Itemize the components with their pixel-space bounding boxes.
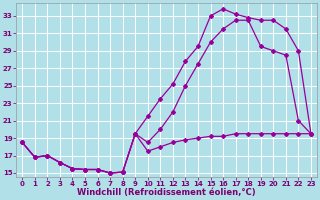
X-axis label: Windchill (Refroidissement éolien,°C): Windchill (Refroidissement éolien,°C) [77,188,256,197]
